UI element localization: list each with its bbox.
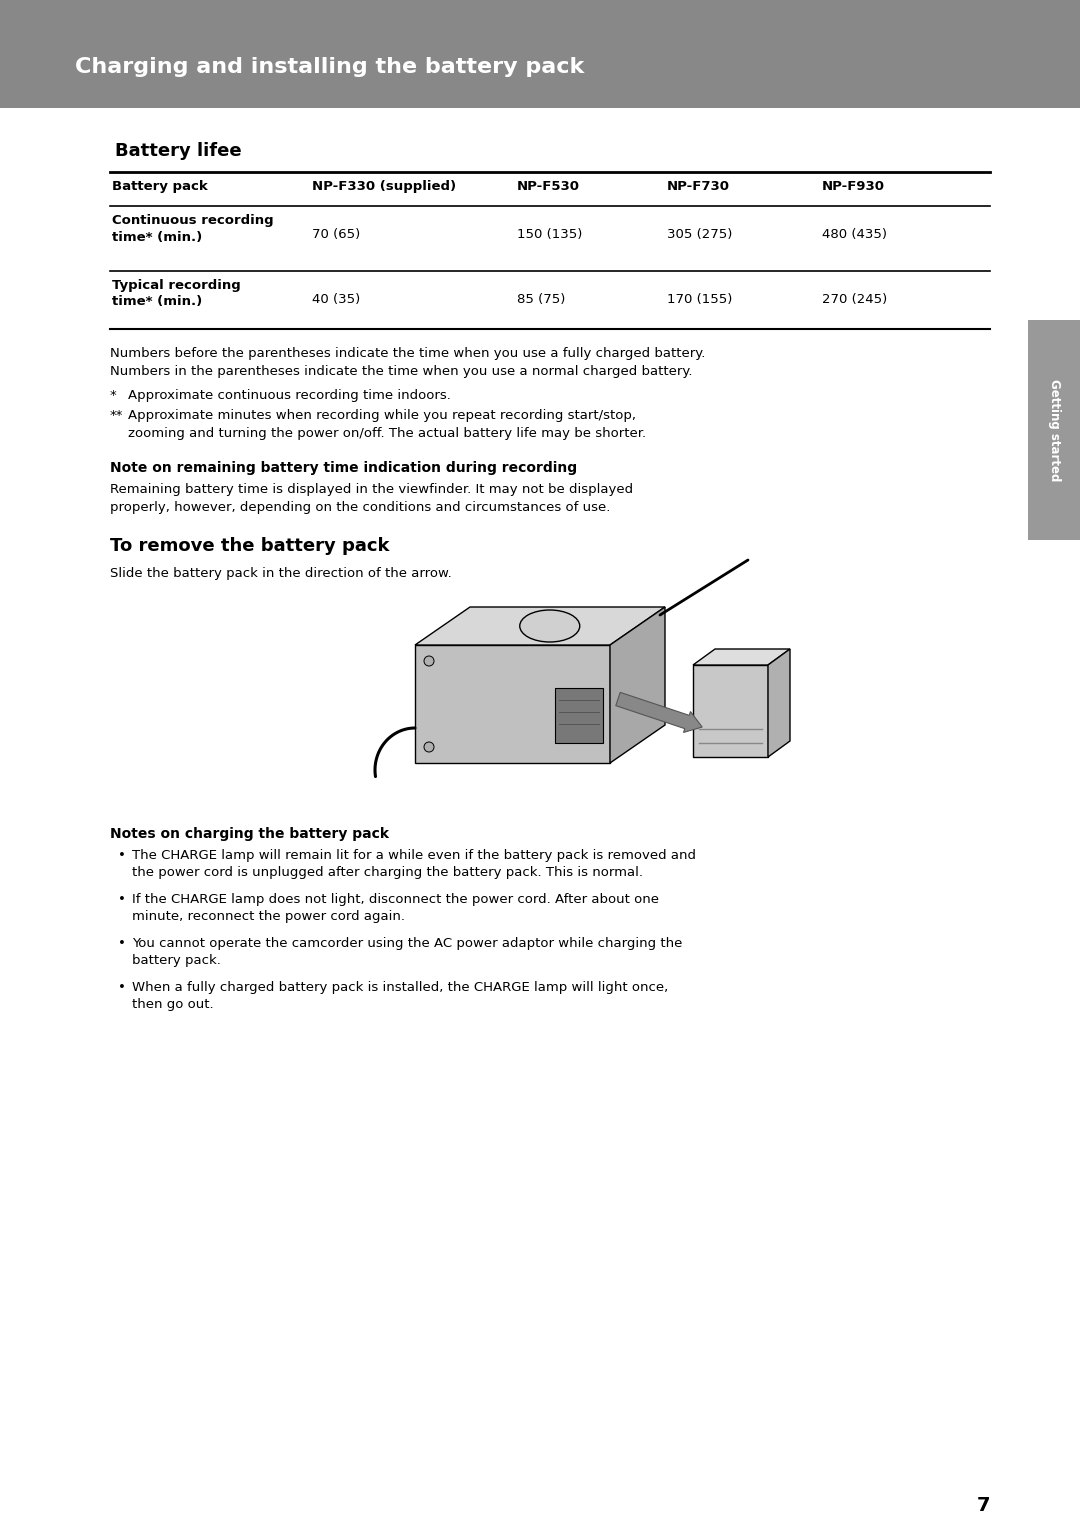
Text: 40 (35): 40 (35) (312, 293, 361, 307)
Text: properly, however, depending on the conditions and circumstances of use.: properly, however, depending on the cond… (110, 501, 610, 514)
Polygon shape (415, 607, 665, 645)
Text: 85 (75): 85 (75) (517, 293, 565, 307)
Text: Slide the battery pack in the direction of the arrow.: Slide the battery pack in the direction … (110, 567, 451, 579)
Text: Numbers in the parentheses indicate the time when you use a normal charged batte: Numbers in the parentheses indicate the … (110, 365, 692, 379)
Text: NP-F530: NP-F530 (517, 179, 580, 193)
Text: NP-F330 (supplied): NP-F330 (supplied) (312, 179, 456, 193)
Text: 170 (155): 170 (155) (667, 293, 732, 307)
Text: •: • (118, 937, 126, 950)
Text: Note on remaining battery time indication during recording: Note on remaining battery time indicatio… (110, 461, 577, 475)
Circle shape (424, 656, 434, 665)
Text: Charging and installing the battery pack: Charging and installing the battery pack (75, 57, 584, 77)
Text: NP-F730: NP-F730 (667, 179, 730, 193)
Text: Battery lifee: Battery lifee (114, 143, 242, 159)
Text: Numbers before the parentheses indicate the time when you use a fully charged ba: Numbers before the parentheses indicate … (110, 346, 705, 360)
Text: the power cord is unplugged after charging the battery pack. This is normal.: the power cord is unplugged after chargi… (132, 866, 643, 878)
Text: 305 (275): 305 (275) (667, 228, 732, 241)
Polygon shape (693, 648, 789, 665)
Text: minute, reconnect the power cord again.: minute, reconnect the power cord again. (132, 911, 405, 923)
Text: NP-F930: NP-F930 (822, 179, 885, 193)
Polygon shape (768, 648, 789, 757)
Text: *: * (110, 389, 117, 402)
Ellipse shape (519, 610, 580, 642)
Text: 270 (245): 270 (245) (822, 293, 888, 307)
Text: You cannot operate the camcorder using the AC power adaptor while charging the: You cannot operate the camcorder using t… (132, 937, 683, 950)
Text: Approximate minutes when recording while you repeat recording start/stop,: Approximate minutes when recording while… (129, 409, 636, 422)
Text: 7: 7 (976, 1496, 990, 1515)
Text: zooming and turning the power on/off. The actual battery life may be shorter.: zooming and turning the power on/off. Th… (129, 428, 646, 440)
Polygon shape (693, 665, 768, 757)
Text: The CHARGE lamp will remain lit for a while even if the battery pack is removed : The CHARGE lamp will remain lit for a wh… (132, 849, 696, 862)
Text: When a fully charged battery pack is installed, the CHARGE lamp will light once,: When a fully charged battery pack is ins… (132, 981, 669, 993)
Bar (0, 0, 1080, 107)
Text: then go out.: then go out. (132, 998, 214, 1010)
Polygon shape (610, 607, 665, 763)
Text: Battery pack: Battery pack (112, 179, 207, 193)
Text: Approximate continuous recording time indoors.: Approximate continuous recording time in… (129, 389, 450, 402)
Text: 150 (135): 150 (135) (517, 228, 582, 241)
Text: Typical recording
time* (min.): Typical recording time* (min.) (112, 279, 241, 308)
Text: •: • (118, 894, 126, 906)
Text: battery pack.: battery pack. (132, 954, 221, 967)
Bar (555, 688, 603, 744)
Text: Remaining battery time is displayed in the viewfinder. It may not be displayed: Remaining battery time is displayed in t… (110, 483, 633, 497)
Text: 480 (435): 480 (435) (822, 228, 887, 241)
Text: Continuous recording
time* (min.): Continuous recording time* (min.) (112, 215, 273, 244)
Text: •: • (118, 981, 126, 993)
Text: Notes on charging the battery pack: Notes on charging the battery pack (110, 826, 389, 842)
Text: If the CHARGE lamp does not light, disconnect the power cord. After about one: If the CHARGE lamp does not light, disco… (132, 894, 659, 906)
Bar (1028, 320, 1080, 540)
Text: 70 (65): 70 (65) (312, 228, 361, 241)
Text: •: • (118, 849, 126, 862)
Text: **: ** (110, 409, 123, 422)
Text: Getting started: Getting started (1048, 379, 1061, 481)
Circle shape (424, 742, 434, 753)
FancyArrow shape (616, 693, 702, 733)
Polygon shape (415, 645, 610, 763)
Text: To remove the battery pack: To remove the battery pack (110, 537, 390, 555)
